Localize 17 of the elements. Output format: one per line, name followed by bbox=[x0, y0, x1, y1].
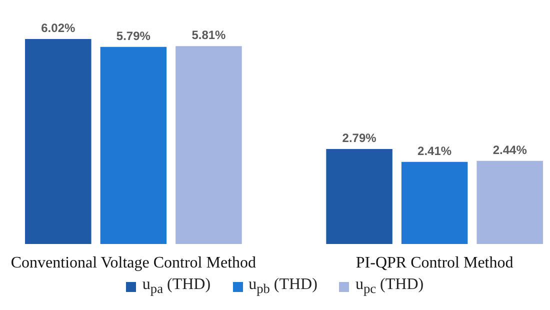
data-label: 2.79% bbox=[342, 130, 377, 145]
data-label: 2.44% bbox=[492, 142, 528, 157]
legend-label: u$_{pb}$ (THD) bbox=[248, 276, 318, 298]
bar bbox=[326, 148, 392, 244]
bar bbox=[401, 162, 468, 244]
data-label: 6.02% bbox=[41, 21, 76, 35]
x-tick-label: Conventional Voltage Control Method bbox=[10, 254, 256, 272]
bar bbox=[176, 46, 242, 244]
bar bbox=[476, 160, 543, 244]
data-label: 2.41% bbox=[418, 144, 452, 158]
bar bbox=[25, 39, 92, 244]
bar bbox=[100, 46, 167, 244]
x-tick-label: PI-QPR Control Method bbox=[356, 254, 514, 272]
legend-label: u$_{pc}$ (THD) bbox=[355, 276, 424, 298]
data-label: 5.79% bbox=[116, 28, 151, 43]
legend-label: u$_{pa}$ (THD) bbox=[142, 276, 211, 298]
data-label: 5.81% bbox=[192, 28, 226, 42]
